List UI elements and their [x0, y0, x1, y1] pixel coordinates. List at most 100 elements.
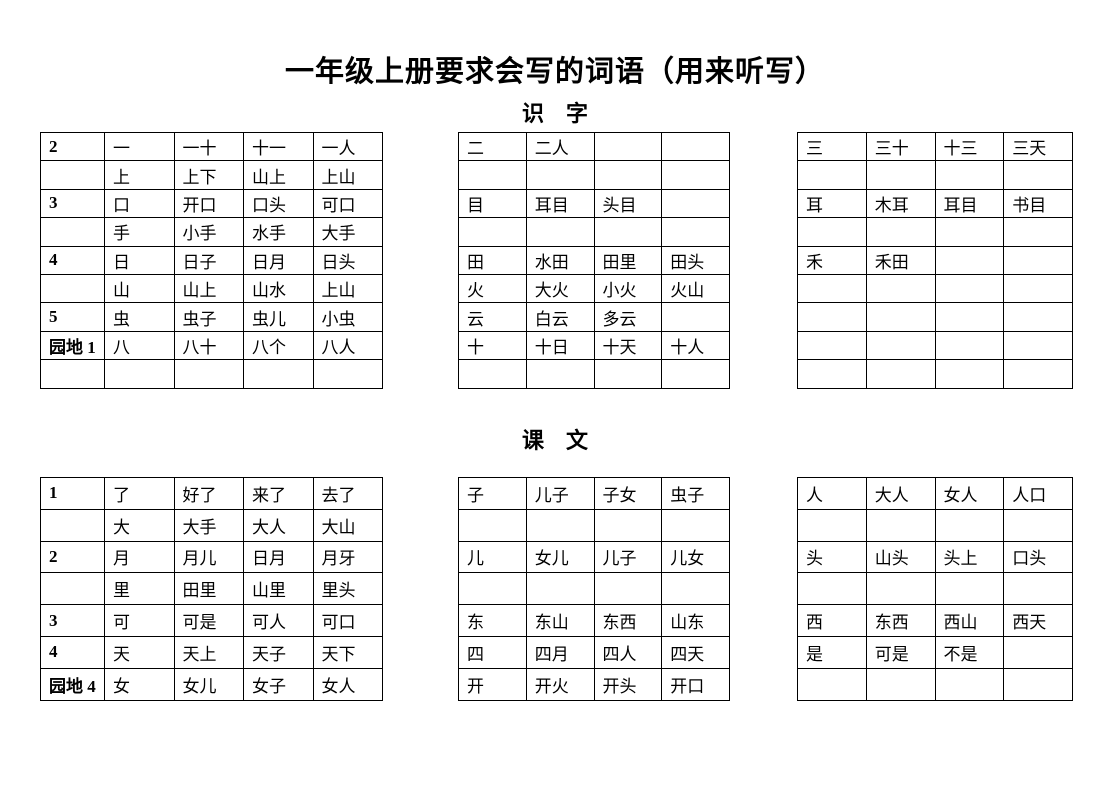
table-row: 里田里 山里 里头	[40, 572, 383, 606]
lesson-label-cell: 园地 1	[40, 330, 105, 361]
lesson-label-cell: 1	[40, 477, 105, 510]
table-row: 开开火 开头 开口	[458, 667, 730, 701]
table-row	[797, 160, 1073, 190]
word-cell: 东西	[593, 604, 663, 637]
table-row	[797, 508, 1073, 542]
word-cell: 开头	[593, 667, 663, 701]
word-cell: 大火	[525, 273, 595, 304]
word-cell: 是	[797, 635, 867, 669]
word-cell: 三十	[865, 131, 936, 162]
table-row: 3 口开口 口头 可口	[40, 188, 383, 219]
word-cell: 禾田	[865, 245, 936, 275]
word-cell: 西	[797, 604, 867, 637]
word-cell: 里	[104, 572, 175, 606]
word-cell: 二	[458, 131, 527, 162]
word-cell	[593, 572, 663, 606]
word-cell: 十人	[661, 330, 730, 361]
word-cell	[797, 217, 867, 247]
table-row	[797, 302, 1073, 332]
word-cell	[593, 160, 663, 190]
kewen-right-table: 人大人 女人 人口头山头 头上 口头西东西 西山 西天是可是 不是	[797, 477, 1073, 701]
word-cell: 四天	[661, 635, 730, 669]
word-cell: 虫子	[661, 477, 730, 510]
word-cell: 大人	[865, 477, 936, 510]
lesson-label-cell: 园地 4	[40, 667, 105, 701]
word-cell: 开口	[173, 188, 244, 219]
word-cell	[525, 160, 595, 190]
shizi-middle-table: 二二人目耳目 头目田水田 田里 田头火大火 小火 火山云白云 多云十十日 十天 十人	[458, 131, 730, 389]
word-cell: 木耳	[865, 188, 936, 219]
word-cell	[797, 667, 867, 701]
table-row	[797, 359, 1073, 389]
word-cell	[104, 359, 175, 389]
word-cell	[797, 572, 867, 606]
word-cell	[661, 359, 730, 389]
table-row: 西东西 西山 西天	[797, 604, 1073, 637]
table-row: 十十日 十天 十人	[458, 330, 730, 361]
word-cell: 可人	[243, 604, 314, 637]
shizi-right-table: 三三十 十三 三天耳木耳 耳目 书目禾禾田	[797, 131, 1073, 389]
word-table-kewen-middle: 子儿子 子女 虫子儿女儿 儿子 儿女东东山 东西 山东四四月 四人 四天开开火 开头 开口	[458, 477, 730, 701]
table-row: 上上下 山上 上山	[40, 160, 383, 190]
table-row: 手小手 水手 大手	[40, 217, 383, 247]
word-cell: 上山	[312, 273, 383, 304]
word-cell: 西山	[934, 604, 1005, 637]
lesson-label-cell	[40, 359, 105, 389]
table-row: 四四月 四人 四天	[458, 635, 730, 669]
word-cell: 耳目	[525, 188, 595, 219]
word-cell: 日月	[243, 540, 314, 574]
word-cell	[661, 217, 730, 247]
word-cell	[934, 160, 1005, 190]
word-cell: 了	[104, 477, 175, 510]
table-row: 云白云 多云	[458, 302, 730, 332]
word-cell	[661, 188, 730, 219]
word-cell	[865, 273, 936, 304]
word-cell	[661, 160, 730, 190]
word-cell: 手	[104, 217, 175, 247]
word-cell	[525, 508, 595, 542]
word-cell: 四	[458, 635, 527, 669]
table-row	[797, 667, 1073, 701]
table-row: 3 可可是 可人 可口	[40, 604, 383, 637]
lesson-label-cell	[40, 508, 105, 542]
word-cell: 开	[458, 667, 527, 701]
table-row	[40, 359, 383, 389]
table-row: 田水田 田里 田头	[458, 245, 730, 275]
word-cell: 日	[104, 245, 175, 275]
word-cell: 女人	[312, 667, 383, 701]
lesson-label-cell: 2	[40, 540, 105, 574]
lesson-label-cell: 5	[40, 302, 105, 332]
word-cell	[1003, 635, 1073, 669]
word-table-shizi-left: 2 一一十 十一 一人上上下 山上 上山 3 口开口 口头 可口手小手 水手 大手 4 日日子 日月 日头山山…	[40, 131, 383, 389]
kewen-middle-table: 子儿子 子女 虫子儿女儿 儿子 儿女东东山 东西 山东四四月 四人 四天开开火 开头 开口	[458, 477, 730, 701]
word-table-kewen-right: 人大人 女人 人口头山头 头上 口头西东西 西山 西天是可是 不是	[797, 477, 1073, 701]
table-row: 是可是 不是	[797, 635, 1073, 669]
word-cell	[593, 131, 663, 162]
word-cell: 田里	[593, 245, 663, 275]
table-row: 火大火 小火 火山	[458, 273, 730, 304]
table-row	[458, 572, 730, 606]
word-cell	[458, 359, 527, 389]
word-cell: 八人	[312, 330, 383, 361]
word-cell: 虫子	[173, 302, 244, 332]
table-row: 1 了好了 来了 去了	[40, 477, 383, 510]
word-cell	[865, 302, 936, 332]
word-cell	[934, 667, 1005, 701]
word-cell: 目	[458, 188, 527, 219]
table-row	[797, 330, 1073, 361]
word-cell	[661, 508, 730, 542]
word-cell: 小火	[593, 273, 663, 304]
word-cell	[934, 273, 1005, 304]
word-cell: 禾	[797, 245, 867, 275]
word-cell: 八十	[173, 330, 244, 361]
word-cell	[458, 160, 527, 190]
word-cell: 二人	[525, 131, 595, 162]
word-cell: 儿子	[593, 540, 663, 574]
lesson-label-cell	[40, 160, 105, 190]
word-cell	[1003, 302, 1073, 332]
word-cell: 四人	[593, 635, 663, 669]
table-row: 园地 4 女女儿 女子 女人	[40, 667, 383, 701]
word-cell	[1003, 217, 1073, 247]
word-cell	[1003, 359, 1073, 389]
